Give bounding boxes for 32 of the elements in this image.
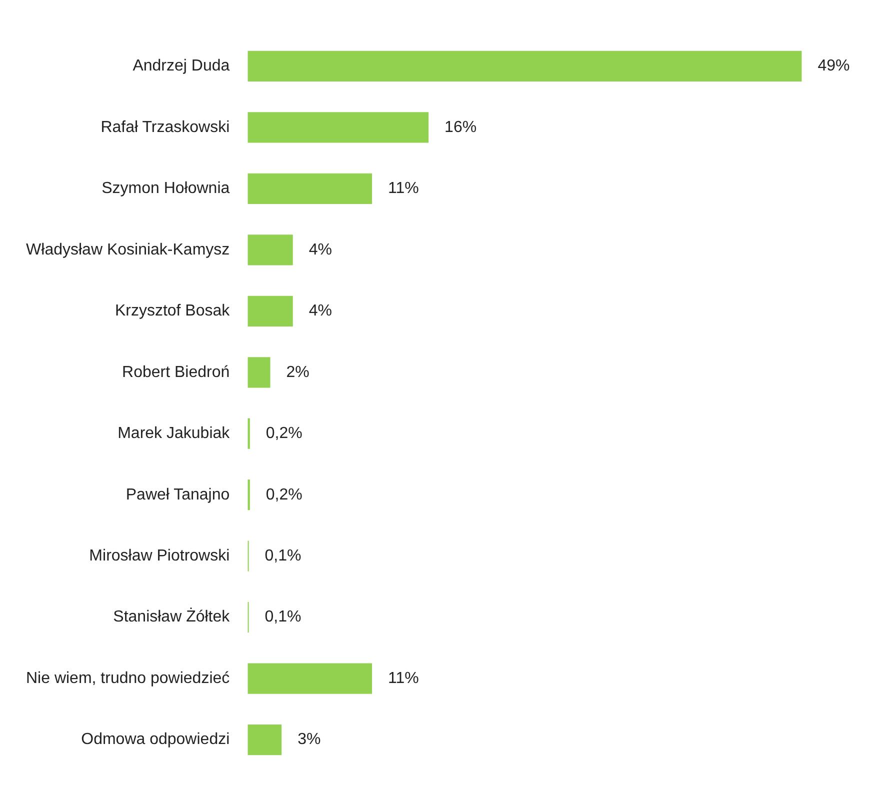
data-label: 4% xyxy=(308,241,332,258)
data-label: 2% xyxy=(286,364,310,381)
y-tick-label: Odmowa odpowiedzi xyxy=(81,731,230,748)
y-tick-label: Rafał Trzaskowski xyxy=(100,118,230,136)
y-tick-label: Robert Biedroń xyxy=(122,364,230,381)
y-tick-label: Władysław Kosiniak-Kamysz xyxy=(26,241,230,258)
bar xyxy=(248,724,282,756)
y-tick-label: Marek Jakubiak xyxy=(118,425,231,442)
data-label: 4% xyxy=(308,302,332,320)
y-tick-label: Nie wiem, trudno powiedzieć xyxy=(26,670,230,687)
bar xyxy=(248,234,293,266)
data-label: 16% xyxy=(444,118,477,136)
data-label: 49% xyxy=(818,58,850,75)
bar xyxy=(248,663,372,694)
data-label: 0,2% xyxy=(266,425,302,442)
y-tick-label: Mirosław Piotrowski xyxy=(89,547,230,564)
bar xyxy=(248,112,429,143)
y-tick-label: Paweł Tanajno xyxy=(126,486,230,504)
data-label: 0,1% xyxy=(264,547,302,564)
y-tick-label: Krzysztof Bosak xyxy=(114,302,231,320)
bar xyxy=(248,50,802,82)
data-label: 11% xyxy=(388,670,419,687)
data-label: 3% xyxy=(298,731,321,748)
data-label: 0,2% xyxy=(266,486,302,504)
y-tick-label: Stanisław Żółtek xyxy=(113,608,231,626)
y-tick-label: Andrzej Duda xyxy=(132,58,230,75)
data-label: 11% xyxy=(388,180,419,198)
y-tick-label: Szymon Hołownia xyxy=(102,180,230,198)
bar xyxy=(248,296,293,326)
bar xyxy=(248,357,270,388)
bar xyxy=(248,173,372,204)
data-label: 0,1% xyxy=(264,608,302,626)
